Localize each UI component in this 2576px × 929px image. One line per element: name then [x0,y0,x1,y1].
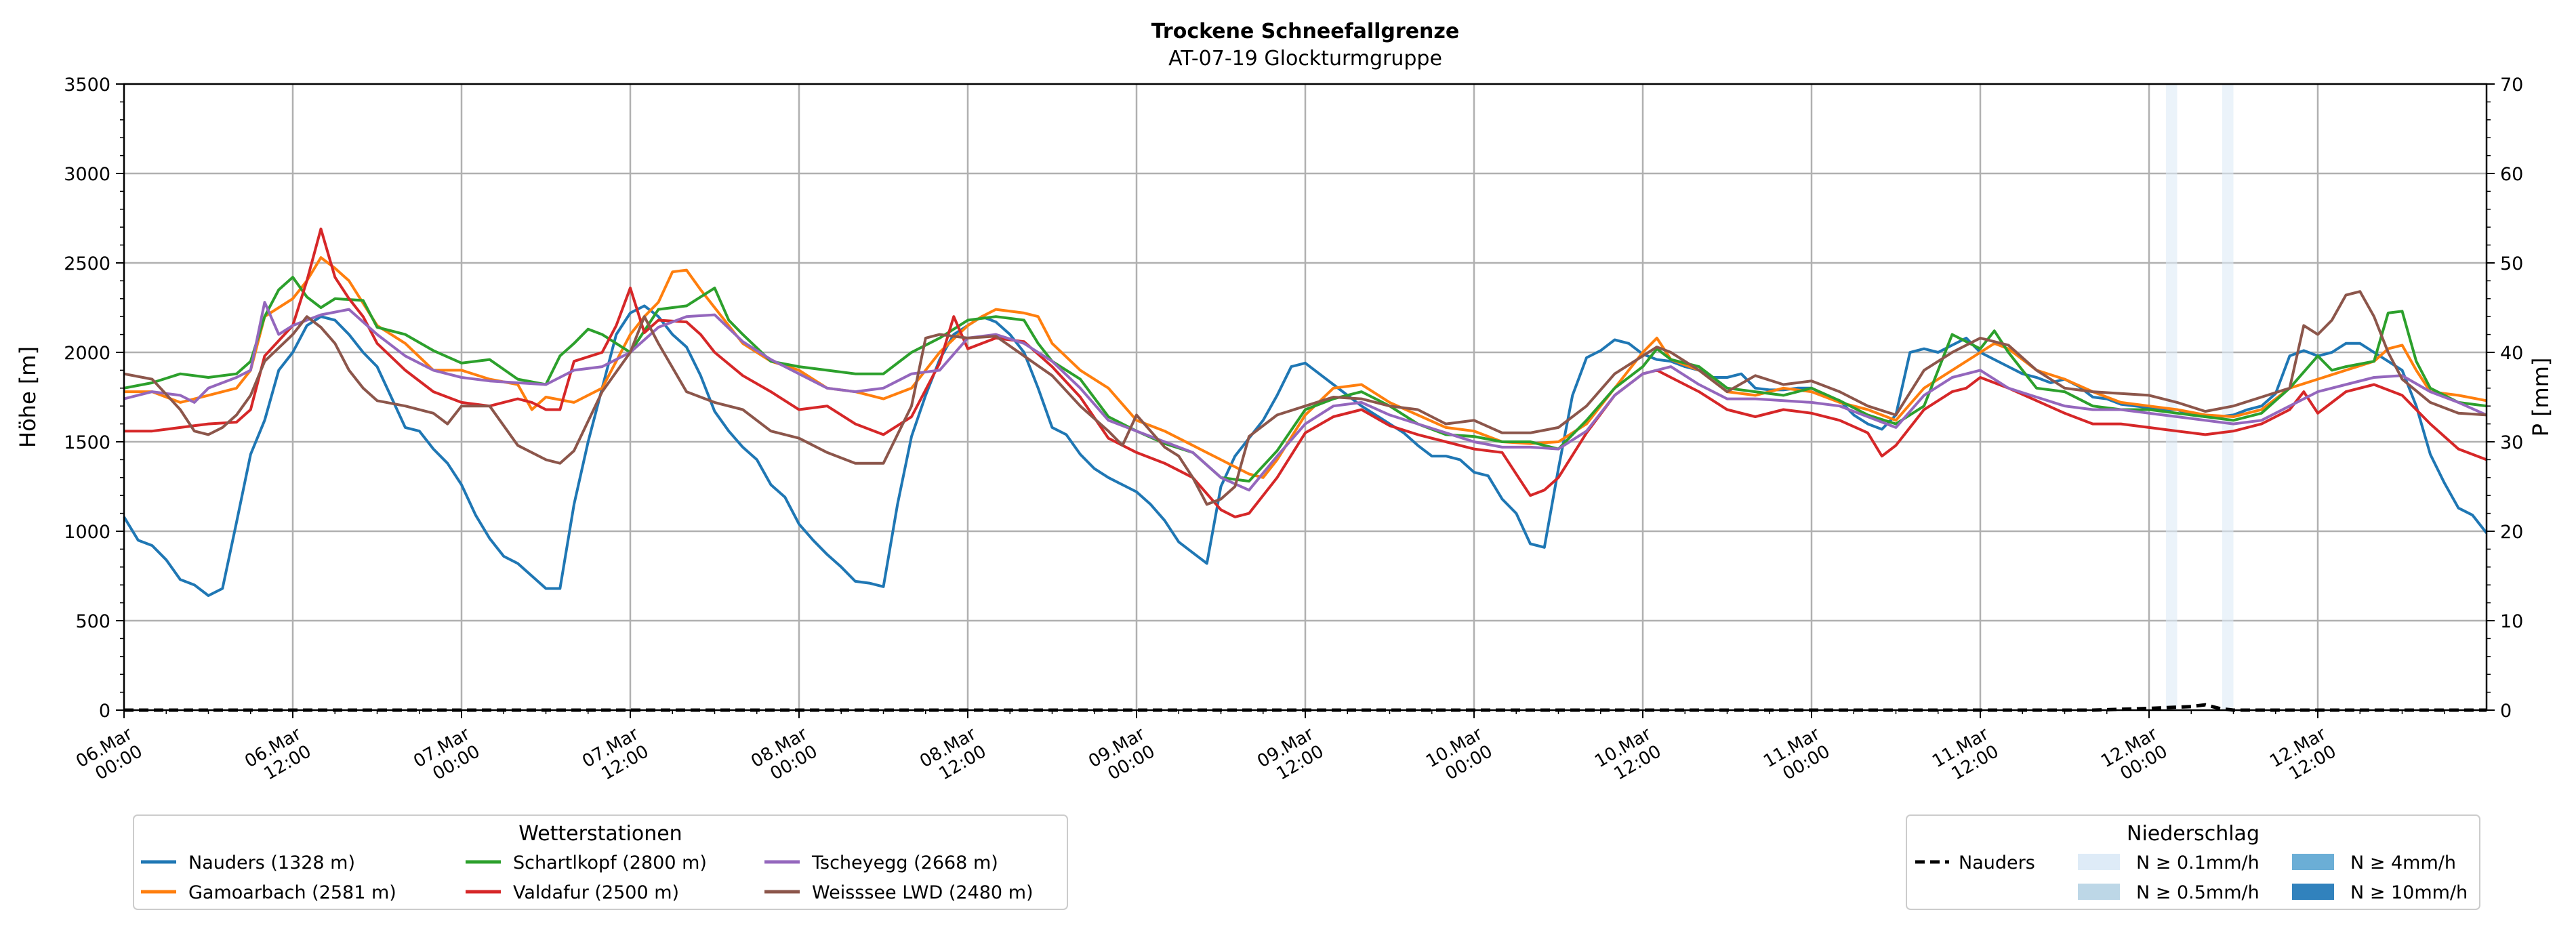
y2-tick-label: 40 [2500,343,2523,364]
chart-subtitle: AT-07-19 Glockturmgruppe [1168,47,1442,70]
legend-stations-box [133,814,1068,910]
grid [124,84,2487,710]
y2-tick-label: 10 [2500,611,2523,632]
legend-precip-swatch [2292,854,2334,870]
y-axis-right: 0 10 20 30 40 50 60 70 [2487,75,2523,722]
y2-tick-label: 20 [2500,522,2523,543]
legend-precip-label: N ≥ 0.1mm/h [2136,852,2260,873]
legend-stations-entries: Nauders (1328 m) Gamoarbach (2581 m) Schar… [141,852,1034,903]
legend-precip-line-label: Nauders [1959,852,2035,873]
legend-label: Schartlkopf (2800 m) [513,852,707,873]
legend-precip-label: N ≥ 0.5mm/h [2136,882,2260,903]
series-line-weisssee-lwd [123,290,2487,506]
y2-tick-label: 0 [2500,701,2512,722]
y-axis-left: 0 500 1000 1500 2000 2500 3000 3500 [64,75,124,722]
legend-label: Weisssee LWD (2480 m) [812,882,1034,903]
y-axis-label: Höhe [m] [15,346,41,448]
legend-label: Tscheyegg (2668 m) [811,852,998,873]
precip-bands [2165,84,2234,710]
y2-tick-label: 70 [2500,75,2523,96]
legend-precip-box [1906,814,2480,910]
series-line-nauders [123,304,2488,597]
legend-stations-title: Wetterstationen [518,822,682,846]
y-tick-label: 1500 [64,432,110,453]
legend-precip-label: N ≥ 4mm/h [2350,852,2456,873]
y-tick-label: 0 [99,701,110,722]
y-tick-label: 3000 [64,164,110,185]
y-tick-label: 500 [75,611,110,632]
legend-precip-swatch [2078,854,2120,870]
y2-tick-label: 60 [2500,164,2523,185]
legend-precip-label: N ≥ 10mm/h [2350,882,2468,903]
legend-label: Gamoarbach (2581 m) [188,882,396,903]
legend-stations: Wetterstationen Nauders (1328 m) Gamoarba… [133,814,1068,910]
legend-precip-swatch [2292,884,2334,900]
y-tick-label: 2500 [64,253,110,274]
series-lines [123,227,2488,712]
precip-band [2165,84,2178,710]
y2-axis-label: P [mm] [2528,358,2554,437]
y-tick-label: 3500 [64,75,110,96]
chart-title: Trockene Schneefallgrenze [1151,20,1459,43]
y-tick-label: 1000 [64,522,110,543]
y2-tick-label: 50 [2500,253,2523,274]
legend-precip-classes: N ≥ 0.1mm/h N ≥ 0.5mm/h N ≥ 4mm/h N ≥ 10mm/… [2078,852,2468,903]
y2-tick-label: 30 [2500,432,2523,453]
precip-band [2222,84,2234,710]
y-tick-label: 2000 [64,343,110,364]
legend-label: Valdafur (2500 m) [513,882,679,903]
legend-precip: Niederschlag Nauders N ≥ 0.1mm/h N ≥ 0.5m… [1906,814,2480,910]
series-line-tscheyegg [123,301,2487,492]
legend-precip-swatch [2078,884,2120,900]
legend-label: Nauders (1328 m) [188,852,355,873]
legend-precip-title: Niederschlag [2127,822,2260,846]
